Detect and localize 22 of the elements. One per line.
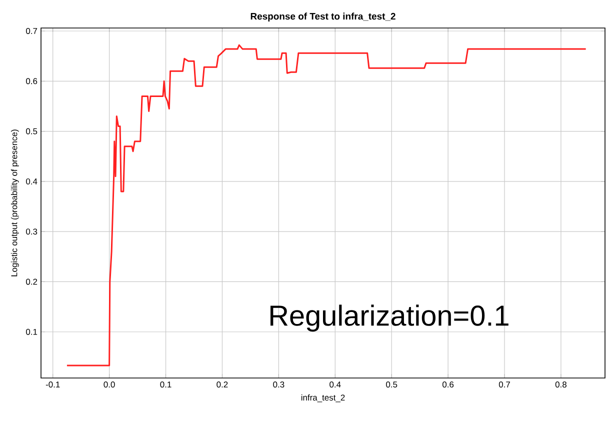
x-tick-label: 0.2 [216,382,228,388]
x-tick-label: 0.3 [273,382,284,388]
y-tick-label: 0.2 [26,278,38,285]
line-series [66,44,587,366]
y-tick-label: 0.1 [26,328,38,335]
x-tick-label: 0.0 [104,382,115,388]
x-tick-label: 0.8 [555,382,566,388]
x-tick-label: 0.1 [160,382,172,388]
y-axis-title: Logistic output (probability of presence) [10,130,19,276]
y-tick-label: 0.6 [26,78,38,84]
x-tick-label: 0.4 [330,382,341,388]
x-tick-label: 0.7 [498,382,510,388]
x-tick-label: 0.5 [386,382,398,388]
y-tick-label: 0.7 [26,28,38,34]
y-tick-label: 0.3 [26,228,38,235]
y-tick-label: 0.5 [26,128,38,134]
x-axis-title: infra_test_2 [301,394,345,402]
chart-title: Response of Test to infra_test_2 [250,12,396,22]
x-tick-label: -0.1 [46,382,60,388]
annotation: Regularization=0.1 [270,304,508,332]
x-tick-label: 0.6 [442,382,454,388]
y-tick-label: 0.4 [26,178,38,184]
